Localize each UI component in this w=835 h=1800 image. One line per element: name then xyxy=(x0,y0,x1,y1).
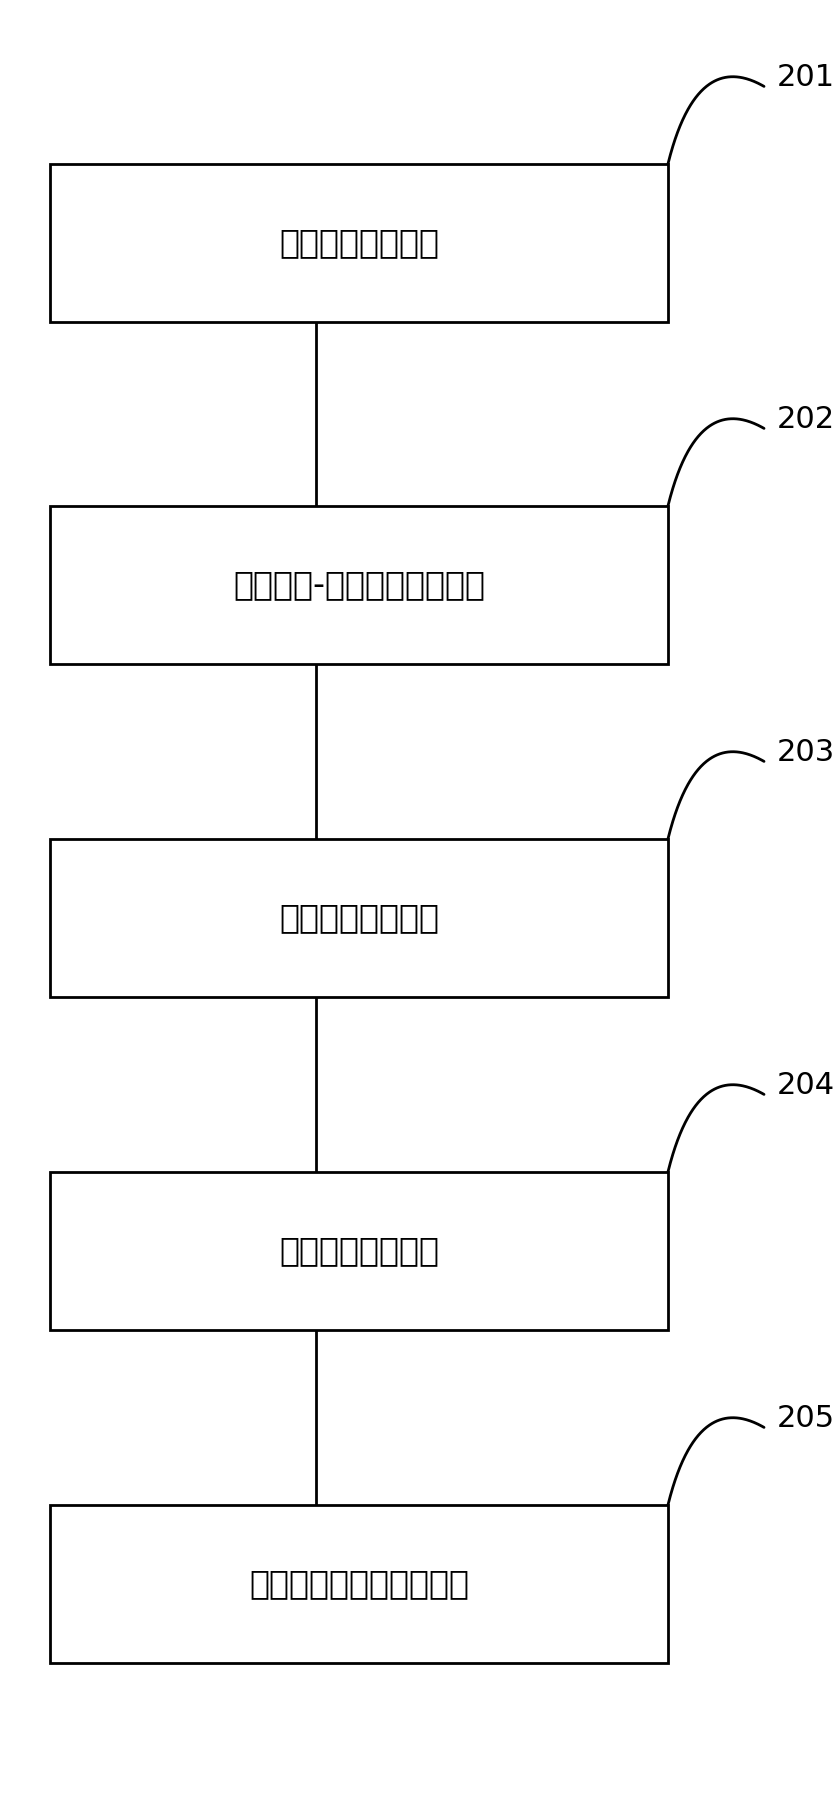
Text: 201: 201 xyxy=(777,63,835,92)
Text: 202: 202 xyxy=(777,405,835,434)
FancyBboxPatch shape xyxy=(50,839,668,997)
FancyBboxPatch shape xyxy=(50,506,668,664)
Text: 205: 205 xyxy=(777,1404,835,1433)
Text: 测试数据获取模块: 测试数据获取模块 xyxy=(279,227,439,259)
Text: 陷阱参数获取模块: 陷阱参数获取模块 xyxy=(279,1235,439,1267)
Text: 最大漏极-源极电流获取模块: 最大漏极-源极电流获取模块 xyxy=(233,569,485,601)
FancyBboxPatch shape xyxy=(50,164,668,322)
Text: 203: 203 xyxy=(777,738,835,767)
Text: 非线性电流模型构建模块: 非线性电流模型构建模块 xyxy=(249,1568,469,1600)
FancyBboxPatch shape xyxy=(50,1172,668,1330)
Text: 204: 204 xyxy=(777,1071,835,1100)
FancyBboxPatch shape xyxy=(50,1505,668,1663)
Text: 临界电场获取模块: 临界电场获取模块 xyxy=(279,902,439,934)
